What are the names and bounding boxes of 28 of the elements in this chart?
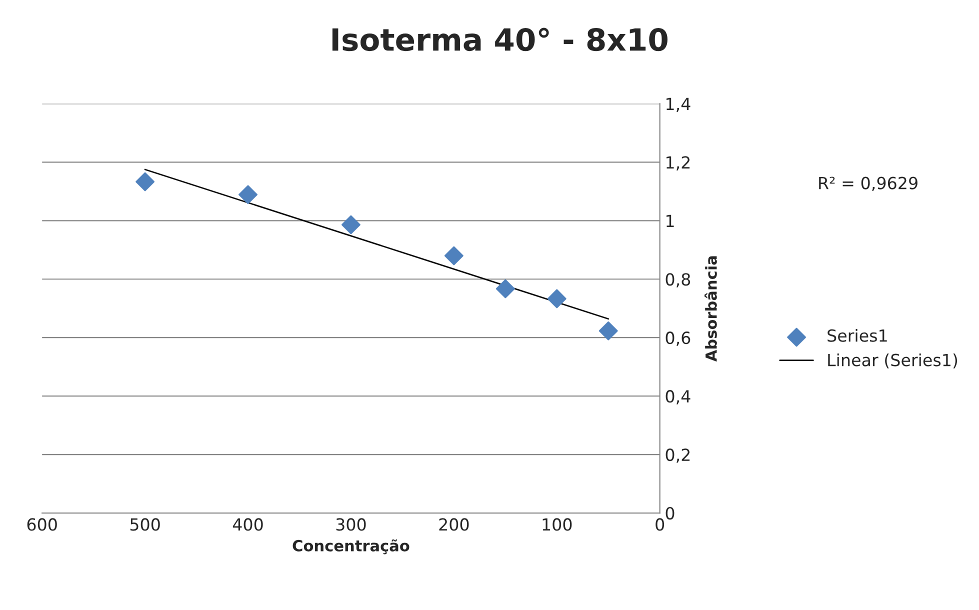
text: R² = 0,9629	[819, 176, 918, 192]
x-tick-label: 600	[27, 518, 57, 531]
point	[547, 289, 566, 308]
point	[238, 185, 258, 204]
x-tick-label: 0	[656, 518, 664, 531]
x-tick-label: 300	[336, 518, 366, 531]
y-tick-label: 0,6	[666, 332, 690, 346]
x-tick-label: 400	[232, 518, 263, 531]
legend-label: Series1	[828, 328, 887, 342]
y-tick-label: 1,2	[666, 156, 690, 170]
point	[444, 246, 464, 266]
point	[136, 172, 155, 192]
y-tick-label: 1	[666, 214, 674, 227]
x-tick-label: 100	[542, 518, 572, 531]
point	[496, 279, 515, 298]
y-tick-label: 0	[666, 506, 674, 520]
point	[341, 215, 360, 234]
x-axis-title: Concentração	[292, 539, 410, 554]
y-axis-title: Absorbância	[704, 256, 717, 362]
point	[598, 321, 618, 340]
chart-title: Isoterma 40° - 8x10	[332, 28, 668, 52]
y-tick-label: 0,8	[666, 273, 690, 288]
x-tick-label: 500	[130, 518, 160, 531]
y-tick-label: 0,2	[666, 448, 690, 463]
y-tick-label: 0,4	[666, 390, 690, 404]
y-tick-label: 1,4	[666, 98, 690, 112]
x-tick-label: 200	[439, 518, 469, 531]
legend-label: Linear (Series1)	[828, 353, 958, 368]
